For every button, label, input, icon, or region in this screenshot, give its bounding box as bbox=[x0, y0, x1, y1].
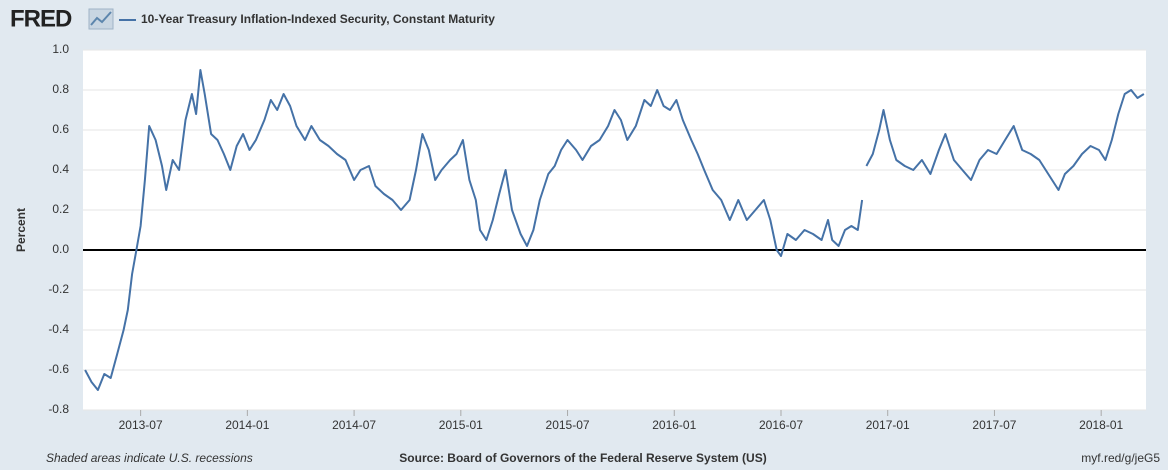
x-tick-label: 2015-07 bbox=[546, 418, 590, 432]
y-tick-label: 1.0 bbox=[52, 42, 69, 56]
footer-note: Shaded areas indicate U.S. recessions bbox=[46, 451, 253, 465]
x-tick-label: 2016-01 bbox=[652, 418, 696, 432]
y-axis-label: Percent bbox=[14, 208, 28, 252]
footer-link: myf.red/g/jeG5 bbox=[1081, 451, 1160, 465]
plot-area bbox=[83, 50, 1146, 410]
y-tick-label: 0.2 bbox=[52, 202, 69, 216]
y-tick-label: 0.8 bbox=[52, 82, 69, 96]
x-tick-label: 2015-01 bbox=[439, 418, 483, 432]
x-tick-label: 2016-07 bbox=[759, 418, 803, 432]
logo: FRED bbox=[10, 5, 72, 32]
x-tick-label: 2017-01 bbox=[866, 418, 910, 432]
legend-label: 10-Year Treasury Inflation-Indexed Secur… bbox=[141, 12, 495, 26]
x-tick-label: 2014-01 bbox=[225, 418, 269, 432]
x-tick-label: 2013-07 bbox=[119, 418, 163, 432]
y-tick-label: -0.8 bbox=[48, 402, 69, 416]
y-tick-label: -0.4 bbox=[48, 322, 69, 336]
logo-icon bbox=[88, 8, 114, 30]
y-tick-label: 0.6 bbox=[52, 122, 69, 136]
x-tick-label: 2017-07 bbox=[972, 418, 1016, 432]
y-tick-label: -0.2 bbox=[48, 282, 69, 296]
series-line bbox=[865, 89, 1145, 191]
x-tick-label: 2018-01 bbox=[1079, 418, 1123, 432]
x-tick-label: 2014-07 bbox=[332, 418, 376, 432]
footer-source: Source: Board of Governors of the Federa… bbox=[399, 451, 766, 465]
y-tick-label: 0.4 bbox=[52, 162, 69, 176]
y-tick-label: -0.6 bbox=[48, 362, 69, 376]
series-line bbox=[84, 69, 864, 391]
y-tick-label: 0.0 bbox=[52, 242, 69, 256]
